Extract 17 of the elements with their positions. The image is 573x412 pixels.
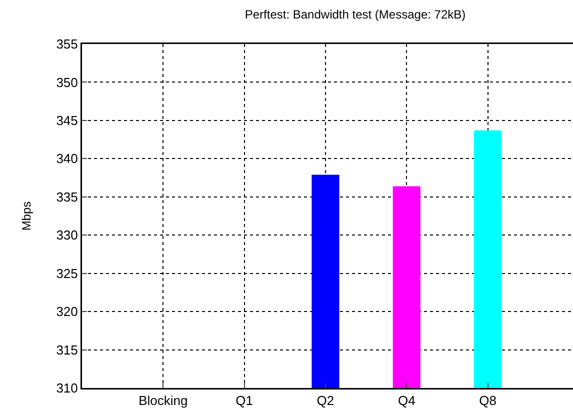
y-tick-label: 350 — [56, 74, 78, 90]
x-tick-label: Q8 — [479, 393, 496, 408]
y-tick-label: 335 — [56, 189, 78, 204]
chart-title: Perftest: Bandwidth test (Message: 72kB) — [244, 8, 466, 22]
y-tick-label: 325 — [56, 266, 78, 281]
x-tick-label: Q2 — [316, 393, 334, 408]
x-tick-label: Blocking — [138, 393, 188, 408]
y-axis-title: Mbps — [20, 201, 34, 231]
y-tick-label: 330 — [56, 228, 78, 243]
y-tick-label: 340 — [56, 151, 78, 166]
y-tick-label: 355 — [56, 36, 78, 52]
y-tick-label: 320 — [56, 304, 78, 320]
y-tick-label: 310 — [56, 380, 78, 396]
x-tick-label: Q4 — [398, 393, 416, 408]
y-tick-label: 345 — [56, 112, 78, 128]
y-tick-label: 315 — [56, 342, 78, 358]
x-tick-label: Q1 — [236, 393, 253, 408]
